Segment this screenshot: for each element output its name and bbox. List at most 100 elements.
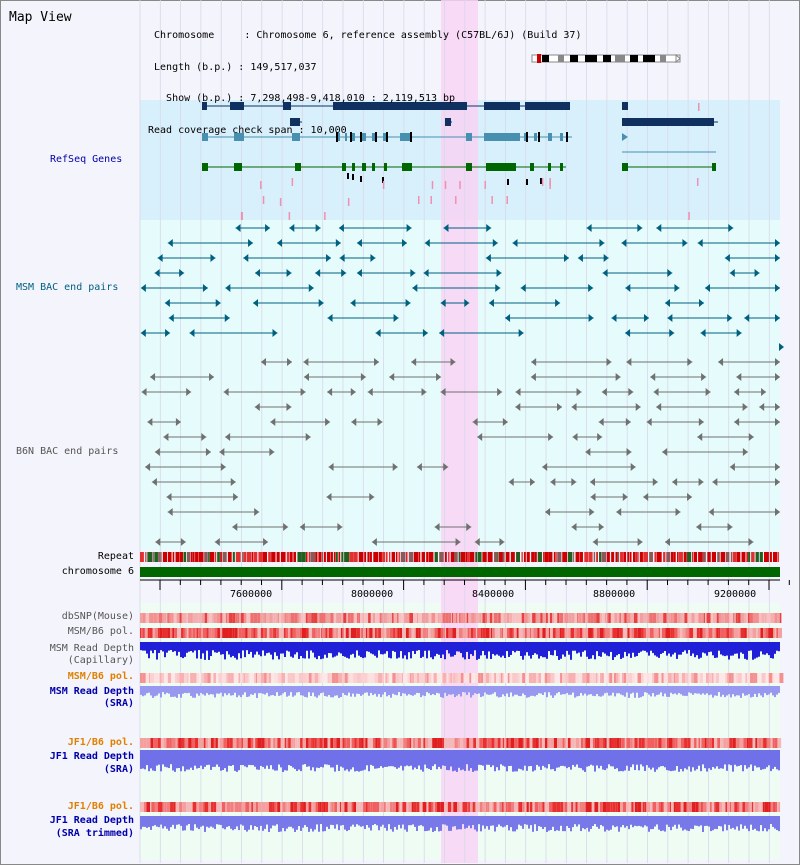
polymorphism-density <box>159 628 163 638</box>
polymorphism-density <box>411 738 414 748</box>
dbsnp-density <box>201 613 205 623</box>
read-depth-bar <box>670 686 672 693</box>
read-depth-bar <box>396 750 398 769</box>
msm-bac-pair-end <box>775 239 780 247</box>
read-depth-bar <box>318 750 320 769</box>
polymorphism-density <box>550 628 553 638</box>
polymorphism-density <box>779 673 784 683</box>
polymorphism-density <box>333 802 335 812</box>
read-depth-bar <box>194 750 196 766</box>
read-depth-bar <box>572 816 574 828</box>
read-depth-bar <box>244 750 246 767</box>
dbsnp-density <box>557 613 560 623</box>
polymorphism-density <box>499 802 503 812</box>
polymorphism-density <box>414 673 418 683</box>
read-depth-bar <box>464 642 466 660</box>
polymorphism-density <box>655 673 659 683</box>
repeat-element <box>421 552 426 562</box>
read-depth-bar <box>584 816 586 830</box>
polymorphism-density <box>474 802 476 812</box>
read-depth-bar <box>428 642 430 651</box>
b6n-bac-pair-end <box>205 448 211 456</box>
read-depth-bar <box>636 642 638 657</box>
read-depth-bar <box>618 686 620 694</box>
msm-bac-pair-end <box>286 269 292 277</box>
read-depth-bar <box>380 816 382 827</box>
read-depth-bar <box>476 750 478 771</box>
chromosome-ideogram[interactable] <box>530 53 682 65</box>
polymorphism-density <box>542 802 545 812</box>
region-info: Chromosome : Chromosome 6, reference ass… <box>148 10 581 147</box>
read-depth-bar <box>424 642 426 651</box>
dbsnp-density <box>379 613 382 623</box>
read-depth-bar <box>654 816 656 827</box>
read-depth-bar <box>526 642 528 653</box>
read-depth-bar <box>564 642 566 657</box>
read-depth-bar <box>534 642 536 654</box>
polymorphism-density <box>163 673 168 683</box>
dbsnp-density <box>204 613 208 623</box>
polymorphism-density <box>685 673 689 683</box>
read-depth-bar <box>666 642 668 656</box>
polymorphism-density <box>238 738 242 748</box>
read-depth-bar <box>460 642 462 654</box>
b6n-bac-pair-end <box>443 463 449 471</box>
read-depth-bar <box>176 816 178 825</box>
refseq-transcript-exon <box>548 133 552 141</box>
read-depth-bar <box>526 816 528 825</box>
read-depth-bar <box>236 750 238 772</box>
read-depth-bar <box>504 816 506 827</box>
read-depth-bar <box>508 642 510 657</box>
polymorphism-density <box>367 628 370 638</box>
dbsnp-density <box>540 613 543 623</box>
polymorphism-density <box>729 738 733 748</box>
polymorphism-density <box>674 628 678 638</box>
read-depth-bar <box>272 750 274 770</box>
polymorphism-density <box>384 738 388 748</box>
msm-bac-pair-end <box>253 299 259 307</box>
msm-bac-pair-end <box>754 269 760 277</box>
polymorphism-density <box>290 628 293 638</box>
polymorphism-density <box>171 738 176 748</box>
polymorphism-density <box>685 628 689 638</box>
read-depth-bar <box>150 816 152 830</box>
polymorphism-density <box>556 802 561 812</box>
read-depth-bar <box>410 686 412 696</box>
polymorphism-density <box>547 738 551 748</box>
b6n-bac-pair-end <box>628 388 634 396</box>
read-depth-bar <box>270 686 272 696</box>
track-label-b6n-bac[interactable]: B6N BAC end pairs <box>16 446 119 457</box>
polymorphism-density <box>507 673 510 683</box>
read-depth-bar <box>464 686 466 693</box>
polymorphism-density <box>672 738 676 748</box>
polymorphism-density <box>311 738 313 748</box>
polymorphism-density <box>225 673 228 683</box>
polymorphism-density <box>211 673 214 683</box>
polymorphism-density <box>365 738 368 748</box>
polymorphism-density <box>575 802 578 812</box>
msm-bac-pair-end <box>724 254 730 262</box>
read-depth-bar <box>548 750 550 765</box>
b6n-bac-pair-end <box>466 523 472 531</box>
polymorphism-density <box>577 802 580 812</box>
polymorphism-density <box>748 802 751 812</box>
read-depth-bar <box>698 750 700 766</box>
read-depth-bar <box>216 642 218 653</box>
read-depth-bar <box>620 750 622 772</box>
read-depth-bar <box>744 686 746 696</box>
read-depth-bar <box>190 642 192 652</box>
read-depth-bar <box>268 816 270 832</box>
read-depth-bar <box>528 816 530 829</box>
read-depth-bar <box>674 750 676 771</box>
read-depth-bar <box>148 816 150 827</box>
track-label-msm-bac[interactable]: MSM BAC end pairs <box>16 282 119 293</box>
dbsnp-density <box>216 613 221 623</box>
refseq-cds-exon <box>202 163 208 171</box>
track-label-jf1-b6-pol-2: JF1/B6 pol. <box>67 801 134 812</box>
dbsnp-density <box>571 613 575 623</box>
polymorphism-density <box>501 673 503 683</box>
track-label-refseq[interactable]: RefSeq Genes <box>50 154 123 165</box>
polymorphism-density <box>214 628 218 638</box>
polymorphism-density <box>630 738 633 748</box>
